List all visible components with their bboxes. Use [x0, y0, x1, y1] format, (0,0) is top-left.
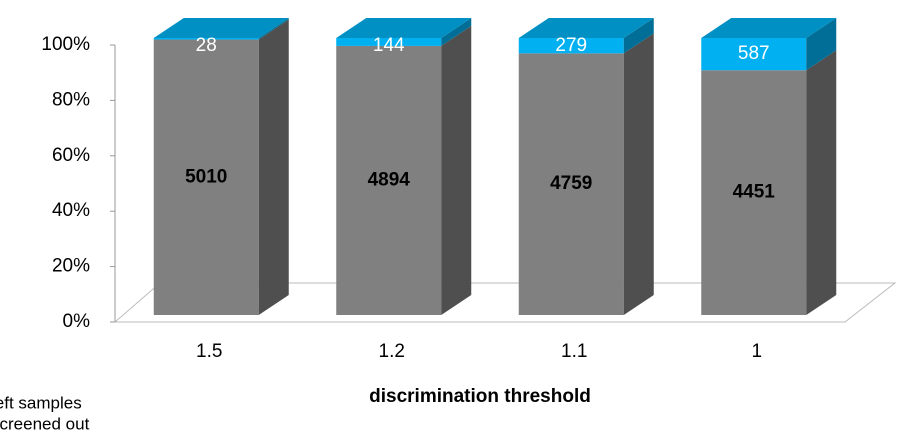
bar-side: [806, 18, 837, 71]
y-tick-label: 100%: [41, 34, 90, 55]
bar-top: [701, 18, 837, 38]
legend-label: screened out: [0, 414, 90, 433]
x-tick-label: 1: [751, 341, 762, 362]
y-tick-label: 0%: [63, 311, 91, 332]
bar-segment: [701, 38, 807, 71]
y-tick-label: 20%: [52, 256, 90, 277]
legend-label: left samples: [0, 393, 82, 412]
data-label: 4759: [550, 173, 592, 194]
bar-segment: [336, 45, 442, 316]
bar-top: [336, 18, 472, 38]
data-label: 4451: [733, 182, 776, 203]
y-tick-label: 80%: [52, 89, 90, 110]
data-label: 587: [738, 43, 770, 64]
data-label: 279: [555, 35, 587, 56]
x-tick-label: 1.2: [379, 341, 405, 362]
bar-side: [258, 18, 289, 40]
bar-segment: [701, 70, 807, 316]
bar-side: [441, 25, 472, 316]
x-axis-title: discrimination threshold: [369, 386, 591, 407]
bar-segment: [518, 38, 624, 54]
data-label: 144: [373, 35, 405, 56]
bar-side: [623, 33, 654, 315]
floor: [113, 282, 897, 323]
bar-side: [258, 19, 289, 316]
x-tick-label: 1.5: [196, 341, 222, 362]
bar-side: [623, 18, 654, 54]
data-label: 4894: [368, 169, 411, 190]
bar-segment: [153, 38, 259, 40]
y-tick-label: 40%: [52, 200, 90, 221]
bar-segment: [336, 38, 442, 46]
bar-top: [518, 18, 654, 38]
bar-side: [806, 50, 837, 316]
bar-segment: [518, 53, 624, 315]
data-label: 28: [196, 35, 217, 56]
data-label: 5010: [185, 166, 227, 187]
y-tick-label: 60%: [52, 145, 90, 166]
bar-segment: [153, 39, 259, 316]
x-tick-label: 1.1: [561, 341, 587, 362]
bar-top: [153, 18, 289, 38]
bar-side: [441, 18, 472, 46]
